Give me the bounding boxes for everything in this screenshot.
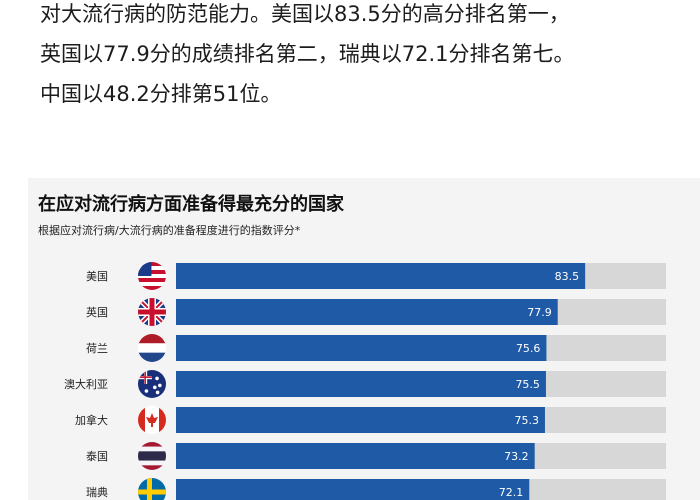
bar-value-label: 83.5 [555,270,580,283]
category-label: 泰国 [86,449,108,463]
bar-value-label: 77.9 [527,306,552,319]
canada-flag-icon [138,406,166,434]
thailand-flag-icon [138,442,166,470]
bar [176,407,545,433]
category-label: 加拿大 [75,413,108,427]
chart-row: 英国 77.9 [86,298,666,326]
article-line-1: 对大流行病的防范能力。美国以83.5分的高分排名第一， [40,2,570,26]
bar-value-label: 72.1 [499,486,524,499]
uk-flag-icon [138,298,166,326]
category-label: 美国 [86,270,108,283]
category-label: 荷兰 [86,342,108,355]
australia-flag-icon [138,370,166,398]
bar [176,299,558,325]
bar [176,371,546,397]
chart-card: 在应对流行病方面准备得最充分的国家 根据应对流行病/大流行病的准备程度进行的指数… [28,178,700,500]
bar [176,335,547,361]
chart-row: 瑞典 72.1 [86,478,666,500]
category-label: 英国 [86,305,108,319]
bar [176,263,586,289]
chart-row: 澳大利亚 75.5 [64,370,666,398]
chart-subtitle: 根据应对流行病/大流行病的准备程度进行的指数评分* [38,224,301,237]
bar-value-label: 75.5 [515,378,540,391]
chart-row: 泰国 73.2 [86,442,666,470]
netherlands-flag-icon [138,334,166,362]
bar-value-label: 75.6 [516,342,541,355]
chart-title: 在应对流行病方面准备得最充分的国家 [38,194,344,215]
chart-row: 美国 83.5 [86,262,666,290]
article-line-2: 英国以77.9分的成绩排名第二，瑞典以72.1分排名第七。 [40,42,575,66]
bar-value-label: 75.3 [514,414,539,427]
bar [176,443,535,469]
article-text: 对大流行病的防范能力。美国以83.5分的高分排名第一， 英国以77.9分的成绩排… [40,0,680,114]
article-line-3: 中国以48.2分排第51位。 [40,82,282,106]
category-label: 澳大利亚 [64,377,108,391]
sweden-flag-icon [138,478,166,500]
chart-row: 加拿大 75.3 [75,406,666,434]
bar [176,479,530,500]
category-label: 瑞典 [86,485,108,499]
bar-chart: 美国 83.5 英国 77.9 荷兰 75.6 澳大利亚 75.5 加拿大 75.3 泰国 73.2 瑞… [64,262,666,500]
chart-row: 荷兰 75.6 [86,334,666,362]
bar-value-label: 73.2 [504,450,529,463]
us-flag-icon [138,262,166,290]
